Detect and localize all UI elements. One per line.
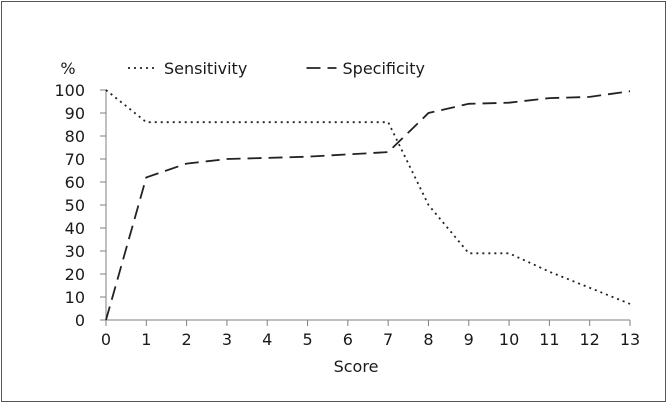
x-tick-label: 0: [101, 330, 111, 349]
x-tick-label: 8: [423, 330, 433, 349]
legend-label-specificity: Specificity: [343, 59, 425, 78]
y-tick-label: 30: [65, 242, 85, 261]
x-tick-label: 7: [383, 330, 393, 349]
x-tick-label: 9: [464, 330, 474, 349]
x-tick-label: 5: [302, 330, 312, 349]
x-tick-label: 1: [141, 330, 151, 349]
y-tick-label: 90: [65, 104, 85, 123]
axes: [100, 89, 631, 326]
y-tick-label: 50: [65, 196, 85, 215]
y-axis-label: %: [60, 59, 75, 78]
x-tick-label: 2: [182, 330, 192, 349]
y-tick-label: 20: [65, 265, 85, 284]
x-tick-label: 10: [499, 330, 519, 349]
legend-label-sensitivity: Sensitivity: [164, 59, 247, 78]
y-tick-label: 0: [75, 311, 85, 330]
x-tick-label: 11: [539, 330, 559, 349]
y-tick-label: 70: [65, 150, 85, 169]
x-tick-label: 12: [580, 330, 600, 349]
y-tick-label: 60: [65, 173, 85, 192]
x-tick-label: 4: [262, 330, 272, 349]
series-lines: [105, 89, 631, 321]
legend: Sensitivity Specificity: [128, 59, 425, 78]
x-tick-label: 6: [343, 330, 353, 349]
x-tick-label: 13: [620, 330, 640, 349]
x-tick-label: 3: [222, 330, 232, 349]
y-tick-label: 10: [65, 288, 85, 307]
x-axis-label: Score: [334, 357, 379, 376]
y-tick-label: 100: [54, 81, 85, 100]
series-specificity-line: [105, 90, 631, 321]
y-tick-label: 40: [65, 219, 85, 238]
series-sensitivity-line: [105, 89, 631, 305]
y-tick-label: 80: [65, 127, 85, 146]
chart-frame: 0 10 20 30 40 50 60 70 80 90 100 0 1 2 3 4 5 6 7 8 9 10 11 12 13…: [1, 1, 666, 402]
